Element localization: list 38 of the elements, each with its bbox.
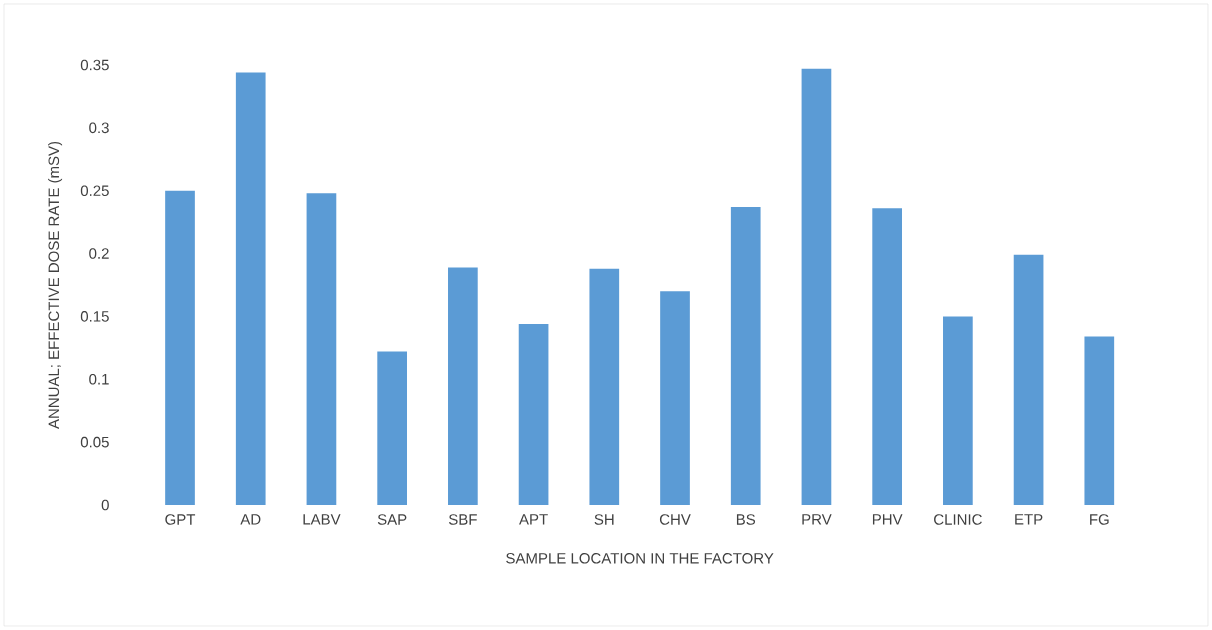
bar <box>730 207 761 505</box>
x-tick-label: PRV <box>802 514 832 525</box>
bar <box>448 267 478 505</box>
x-tick-label: FG <box>1090 514 1109 525</box>
x-tick-label: SBF <box>448 514 477 525</box>
bar <box>589 268 620 505</box>
bar <box>1084 336 1115 505</box>
bar <box>518 323 549 505</box>
bar <box>377 351 407 505</box>
bar <box>872 208 903 505</box>
bar <box>943 316 973 505</box>
bar <box>1013 254 1044 505</box>
bar <box>235 72 266 505</box>
bar <box>165 190 195 505</box>
x-tick-label: CLINIC <box>934 514 982 525</box>
x-tick-label: APT <box>519 514 548 525</box>
x-tick-label: PHV <box>872 514 903 525</box>
bar <box>801 68 832 505</box>
y-tick-label: 0.3 <box>89 122 109 134</box>
x-tick-label: AD <box>240 514 261 525</box>
y-tick-label: 0.1 <box>89 373 109 385</box>
x-tick-label: SH <box>594 514 614 525</box>
y-tick-label: 0.35 <box>80 59 109 71</box>
x-tick-label: ETP <box>1015 514 1043 525</box>
x-axis-title: SAMPLE LOCATION IN THE FACTORY <box>506 553 774 564</box>
y-axis-title: ANNUAL; EFFECTIVE DOSE RATE (mSV) <box>48 141 63 429</box>
bar <box>660 291 690 505</box>
y-tick-label: 0.2 <box>89 248 109 259</box>
bar <box>306 193 337 505</box>
x-tick-label: BS <box>736 514 756 525</box>
x-tick-label: LABV <box>303 514 341 525</box>
x-tick-label: CHV <box>659 514 691 525</box>
y-tick-label: 0.05 <box>80 436 109 448</box>
y-tick-label: 0.15 <box>80 311 109 322</box>
x-tick-label: SAP <box>377 514 407 525</box>
y-tick-label: 0.25 <box>80 185 109 196</box>
x-tick-label: GPT <box>165 514 196 525</box>
y-tick-label: 0 <box>101 499 109 511</box>
